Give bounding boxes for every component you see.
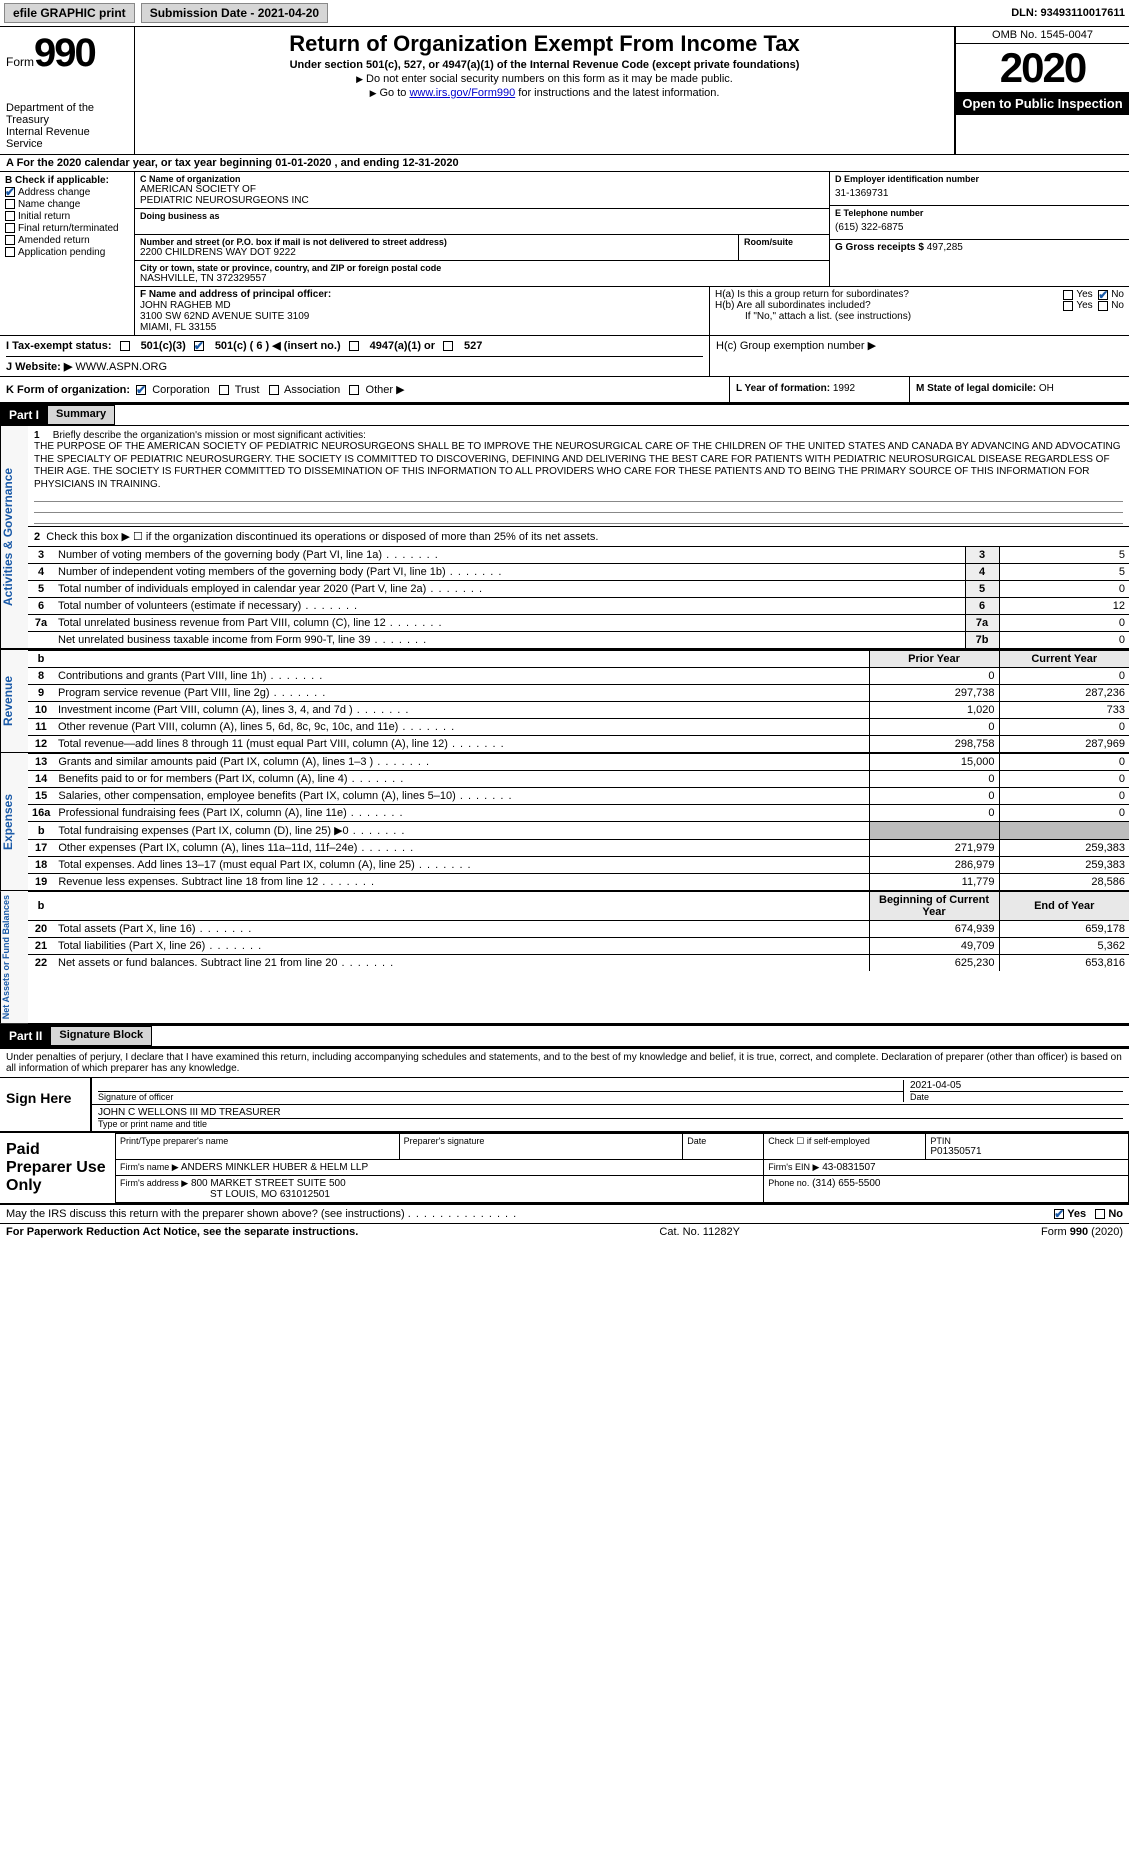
expenses-section: Expenses 13Grants and similar amounts pa… <box>0 753 1129 891</box>
chk-527[interactable] <box>443 341 453 351</box>
row-l: L Year of formation: 1992 <box>729 377 909 402</box>
chk-initial[interactable]: Initial return <box>5 211 129 222</box>
part1-header: Part I Summary <box>0 404 1129 426</box>
signature-block: Under penalties of perjury, I declare th… <box>0 1047 1129 1131</box>
website: WWW.ASPN.ORG <box>75 361 167 373</box>
ha-yes[interactable] <box>1063 290 1073 300</box>
form-header: Form990 Department of the Treasury Inter… <box>0 27 1129 155</box>
row-klm: K Form of organization: Corporation Trus… <box>0 377 1129 404</box>
chk-address[interactable]: Address change <box>5 187 129 198</box>
topbar: efile GRAPHIC print Submission Date - 20… <box>0 0 1129 27</box>
perjury-text: Under penalties of perjury, I declare th… <box>0 1049 1129 1078</box>
box-c-name: C Name of organization AMERICAN SOCIETY … <box>135 172 829 209</box>
net-table: bBeginning of Current YearEnd of Year20T… <box>28 891 1129 971</box>
box-c-city: City or town, state or province, country… <box>135 261 829 286</box>
form-title: Return of Organization Exempt From Incom… <box>143 31 946 57</box>
side-net: Net Assets or Fund Balances <box>0 891 28 1023</box>
entity-block: B Check if applicable: Address change Na… <box>0 172 1129 336</box>
chk-final[interactable]: Final return/terminated <box>5 223 129 234</box>
ha-no[interactable] <box>1098 290 1108 300</box>
form-ref: Form 990 (2020) <box>1041 1226 1123 1238</box>
chk-4947[interactable] <box>349 341 359 351</box>
box-c-street: Number and street (or P.O. box if mail i… <box>135 235 739 261</box>
chk-assoc[interactable] <box>269 385 279 395</box>
activities-governance: Activities & Governance 1 Briefly descri… <box>0 426 1129 649</box>
line1-mission: 1 Briefly describe the organization's mi… <box>28 426 1129 527</box>
side-governance: Activities & Governance <box>0 426 28 648</box>
row-hc: H(c) Group exemption number ▶ <box>709 336 1129 376</box>
omb-number: OMB No. 1545-0047 <box>956 27 1129 44</box>
discuss-no[interactable] <box>1095 1209 1105 1219</box>
dept: Department of the Treasury Internal Reve… <box>6 102 128 150</box>
box-f-officer: F Name and address of principal officer:… <box>135 287 709 335</box>
discuss-row: May the IRS discuss this return with the… <box>0 1205 1129 1224</box>
efile-print-button[interactable]: efile GRAPHIC print <box>4 3 135 23</box>
public-inspection: Open to Public Inspection <box>956 92 1129 115</box>
box-h: H(a) Is this a group return for subordin… <box>709 287 1129 335</box>
hb-no[interactable] <box>1098 301 1108 311</box>
form-subtitle: Under section 501(c), 527, or 4947(a)(1)… <box>143 59 946 71</box>
box-d-ein: D Employer identification number 31-1369… <box>830 172 1129 206</box>
row-i-status: I Tax-exempt status: 501(c)(3) 501(c) ( … <box>6 339 703 356</box>
box-b: B Check if applicable: Address change Na… <box>0 172 135 335</box>
paid-preparer: Paid Preparer Use Only Print/Type prepar… <box>0 1131 1129 1205</box>
box-c-room: Room/suite <box>739 235 829 261</box>
form-footer: For Paperwork Reduction Act Notice, see … <box>0 1224 1129 1240</box>
irs-link[interactable]: www.irs.gov/Form990 <box>409 87 515 99</box>
box-g-receipts: G Gross receipts $ 497,285 <box>830 240 1129 255</box>
chk-other[interactable] <box>349 385 359 395</box>
box-c-dba: Doing business as <box>135 209 829 235</box>
chk-corp[interactable] <box>136 385 146 395</box>
row-i-j: I Tax-exempt status: 501(c)(3) 501(c) ( … <box>0 336 1129 377</box>
discuss-yes[interactable] <box>1054 1209 1064 1219</box>
chk-501c3[interactable] <box>120 341 130 351</box>
netassets-section: Net Assets or Fund Balances bBeginning o… <box>0 891 1129 1025</box>
tax-year: 2020 <box>956 44 1129 92</box>
sign-here-label: Sign Here <box>0 1078 90 1131</box>
form-number: Form990 <box>6 31 128 76</box>
chk-trust[interactable] <box>219 385 229 395</box>
line2: 2 Check this box ▶ ☐ if the organization… <box>28 527 1129 546</box>
note-link: Go to www.irs.gov/Form990 for instructio… <box>143 87 946 99</box>
note-ssn: Do not enter social security numbers on … <box>143 73 946 85</box>
rev-table: bPrior YearCurrent Year8Contributions an… <box>28 650 1129 752</box>
dln: DLN: 93493110017611 <box>1011 7 1125 19</box>
submission-date: Submission Date - 2021-04-20 <box>141 3 328 23</box>
chk-application[interactable]: Application pending <box>5 247 129 258</box>
revenue-section: Revenue bPrior YearCurrent Year8Contribu… <box>0 649 1129 753</box>
sig-name: JOHN C WELLONS III MD TREASURER Type or … <box>98 1107 1123 1129</box>
exp-table: 13Grants and similar amounts paid (Part … <box>28 753 1129 890</box>
row-a-period: A For the 2020 calendar year, or tax yea… <box>0 155 1129 172</box>
hb-yes[interactable] <box>1063 301 1073 311</box>
sig-officer[interactable]: Signature of officer <box>98 1080 903 1102</box>
box-e-phone: E Telephone number (615) 322-6875 <box>830 206 1129 240</box>
part2-header: Part II Signature Block <box>0 1025 1129 1047</box>
side-revenue: Revenue <box>0 650 28 752</box>
gov-table: 3Number of voting members of the governi… <box>28 546 1129 648</box>
row-m: M State of legal domicile: OH <box>909 377 1129 402</box>
chk-name[interactable]: Name change <box>5 199 129 210</box>
sig-date: 2021-04-05 Date <box>903 1080 1123 1102</box>
chk-amended[interactable]: Amended return <box>5 235 129 246</box>
chk-501c[interactable] <box>194 341 204 351</box>
side-expenses: Expenses <box>0 753 28 890</box>
prep-title: Paid Preparer Use Only <box>0 1133 115 1203</box>
